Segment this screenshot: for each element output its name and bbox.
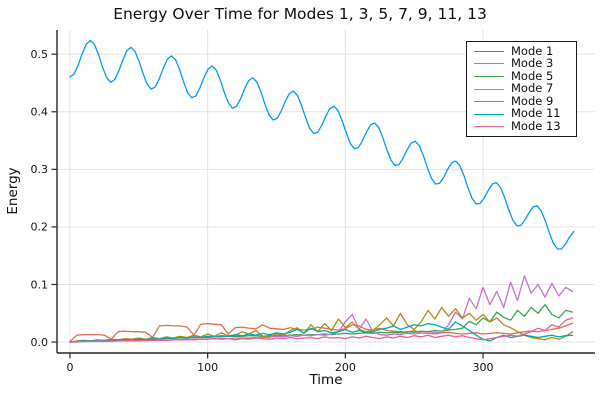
y-tick-label: 0.3 <box>31 163 49 176</box>
legend-item: Mode 3 <box>474 58 572 71</box>
legend-label: Mode 1 <box>511 43 554 58</box>
x-axis-label: Time <box>309 372 343 388</box>
legend-line-swatch <box>474 63 504 65</box>
series-line-mode-5 <box>69 303 574 343</box>
series-line-mode-1 <box>69 39 575 250</box>
legend: Mode 1 Mode 3 Mode 5 Mode 7 Mode 9 Mode 11 Mod… <box>466 41 577 137</box>
legend-item: Mode 7 <box>474 83 572 96</box>
x-tick-label: 200 <box>335 361 356 374</box>
legend-item: Mode 1 <box>474 45 572 58</box>
x-tick-label: 100 <box>197 361 218 374</box>
y-axis-label: Energy <box>5 167 21 215</box>
legend-line-swatch <box>474 113 504 115</box>
legend-item: Mode 13 <box>474 120 572 133</box>
x-tick-label: 0 <box>66 361 73 374</box>
series-line-mode-9 <box>69 306 574 343</box>
legend-label: Mode 3 <box>511 56 554 71</box>
legend-line-swatch <box>474 50 504 52</box>
legend-label: Mode 5 <box>511 68 554 83</box>
legend-line-swatch <box>474 126 504 128</box>
y-tick-label: 0.1 <box>31 278 49 291</box>
legend-label: Mode 13 <box>511 119 561 133</box>
legend-label: Mode 11 <box>511 106 561 121</box>
y-tick-label: 0.5 <box>31 48 49 61</box>
legend-item: Mode 5 <box>474 70 572 83</box>
legend-line-swatch <box>474 75 504 77</box>
chart-title: Energy Over Time for Modes 1, 3, 5, 7, 9… <box>113 5 487 23</box>
y-tick-label: 0.2 <box>31 221 49 234</box>
legend-label: Mode 9 <box>511 93 554 108</box>
legend-label: Mode 7 <box>511 81 554 96</box>
y-tick-label: 0.4 <box>31 106 49 119</box>
legend-line-swatch <box>474 101 504 103</box>
series-line-mode-11 <box>69 321 574 343</box>
y-tick-label: 0.0 <box>31 336 49 349</box>
legend-item: Mode 9 <box>474 95 572 108</box>
legend-line-swatch <box>474 88 504 90</box>
x-tick-label: 300 <box>473 361 494 374</box>
legend-item: Mode 11 <box>474 108 572 121</box>
series-line-mode-13 <box>69 317 574 343</box>
